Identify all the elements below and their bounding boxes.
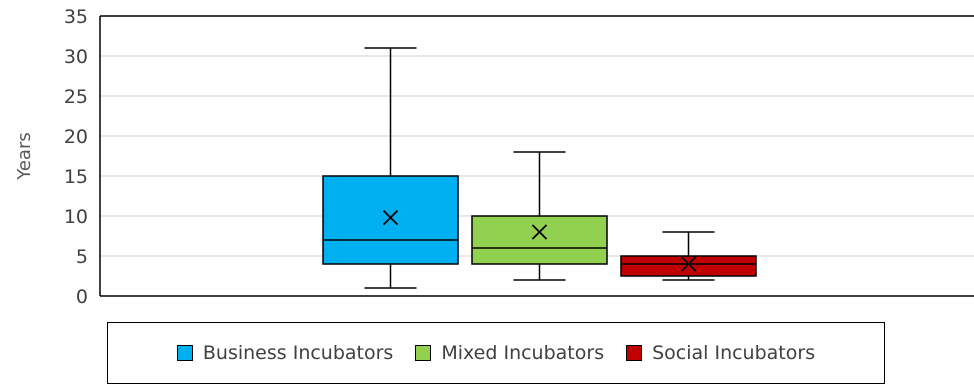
mean-marker	[531, 224, 548, 240]
interquartile-box	[322, 175, 459, 265]
box-mixed-incubators	[471, 151, 608, 281]
y-tick-label: 30	[64, 46, 88, 68]
box-business-incubators	[322, 47, 459, 289]
boxes	[322, 47, 757, 289]
y-tick-label: 10	[64, 206, 88, 228]
y-tick-label: 5	[76, 246, 88, 268]
y-tick-label: 15	[64, 166, 88, 188]
plot-frame	[99, 15, 974, 297]
legend: Business Incubators Mixed Incubators Socia…	[107, 322, 885, 384]
legend-item-social-incubators: Social Incubators	[626, 342, 815, 364]
interquartile-box	[620, 255, 757, 277]
box-social-incubators	[620, 231, 757, 281]
y-axis-ticks: 0 5 10 15 20 25 30 35	[64, 6, 88, 308]
mean-marker	[680, 256, 697, 272]
y-tick-label: 25	[64, 86, 88, 108]
box-plot-chart: 0 5 10 15 20 25 30 35 Years	[14, 6, 974, 308]
legend-label: Mixed Incubators	[441, 342, 605, 364]
legend-label: Social Incubators	[652, 342, 816, 364]
y-tick-label: 0	[76, 286, 88, 308]
y-tick-label: 20	[64, 126, 88, 148]
interquartile-box	[471, 215, 608, 265]
legend-swatch	[415, 345, 432, 361]
legend-swatch	[626, 345, 643, 361]
legend-item-mixed-incubators: Mixed Incubators	[415, 342, 604, 364]
y-tick-label: 35	[64, 6, 88, 28]
legend-item-business-incubators: Business Incubators	[176, 342, 394, 364]
mean-marker	[382, 209, 399, 226]
y-axis-title: Years	[14, 132, 35, 181]
legend-swatch	[176, 345, 193, 361]
legend-label: Business Incubators	[202, 342, 394, 364]
